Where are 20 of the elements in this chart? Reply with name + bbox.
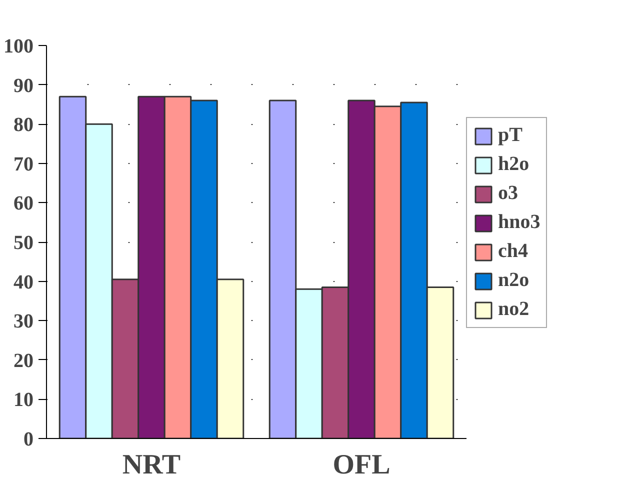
legend-label: no2 — [498, 298, 530, 321]
y-tick-label: 10 — [14, 389, 34, 412]
y-tick-label: 20 — [14, 350, 34, 372]
legend-label: hno3 — [498, 211, 540, 234]
legend-label: h2o — [498, 153, 530, 176]
y-tick-label: 0 — [24, 428, 34, 450]
y-tick-label: 70 — [14, 153, 34, 176]
y-tick-label: 80 — [14, 114, 34, 136]
y-tick-label: 30 — [14, 310, 34, 333]
y-tick-label: 40 — [14, 271, 34, 294]
legend-label: ch4 — [498, 240, 528, 263]
y-tick-label: 60 — [14, 192, 34, 215]
legend-label: n2o — [498, 269, 530, 292]
legend-label: o3 — [498, 182, 518, 205]
x-tick-label: NRT — [122, 450, 181, 480]
y-tick-label: 100 — [4, 36, 34, 58]
y-tick-label: 50 — [14, 232, 34, 254]
x-tick-label: OFL — [332, 450, 390, 480]
legend-label: pT — [498, 124, 522, 147]
y-tick-label: 90 — [14, 74, 34, 97]
